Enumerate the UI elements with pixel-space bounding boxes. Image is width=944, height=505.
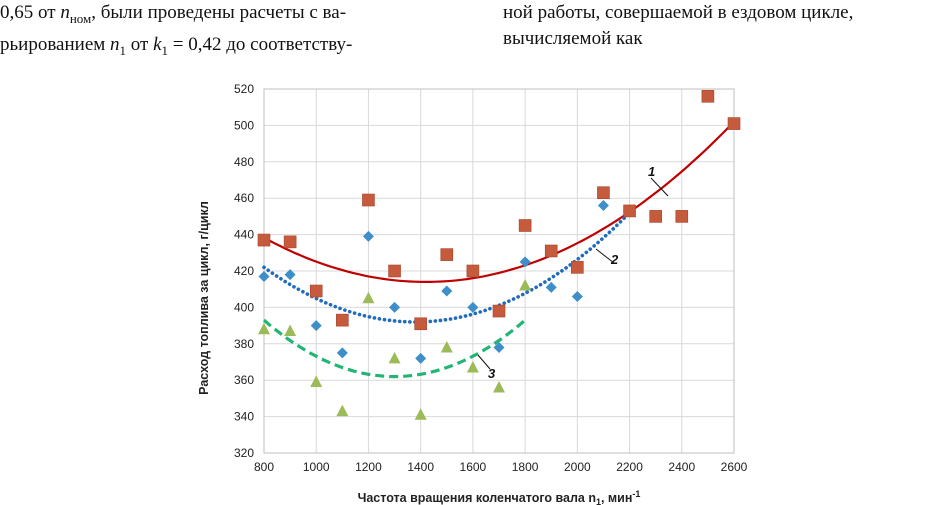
x-tick-label: 1600 [460, 460, 487, 474]
x-axis-title: Частота вращения коленчатого вала n1, ми… [358, 489, 641, 505]
x-tick-label: 2600 [721, 460, 748, 474]
series-3-point [310, 375, 323, 388]
chart-axes: 800 1000 1200 1400 1600 1800 2000 2200 2400 26003… [234, 82, 748, 474]
trendline-leader [477, 354, 491, 370]
trendline-leader [650, 177, 669, 197]
trendline-1 [263, 121, 735, 283]
series-3-point [414, 408, 427, 420]
trendline-label: 3 [488, 366, 496, 381]
series-3-point [362, 291, 375, 304]
x-tick-label: 800 [254, 460, 274, 474]
trendline-label: 2 [610, 252, 619, 267]
series-3-point [388, 351, 401, 364]
y-tick-label: 320 [234, 446, 254, 460]
series-1-point [701, 89, 715, 103]
series-1-point [518, 219, 532, 232]
series-1-point [649, 210, 662, 223]
y-axis-title: Расход топлива за цикл, г/цикл [197, 201, 211, 395]
series-1-point [623, 204, 636, 218]
y-tick-label: 360 [234, 373, 254, 387]
body-text-right-column: ной работы, совершаемой в ездовом цикле,… [503, 0, 944, 52]
series-1-point [440, 248, 454, 261]
series-1-point [283, 235, 297, 249]
text-line: 0,65 от nном, были проведены расчеты с в… [0, 2, 347, 26]
series-3-point [519, 279, 532, 291]
series-1-point [414, 317, 427, 331]
x-tick-label: 1000 [303, 460, 330, 474]
chart-trendlines [262, 121, 735, 379]
y-tick-label: 440 [234, 228, 254, 242]
y-tick-label: 500 [234, 118, 254, 132]
series-1-point [466, 264, 480, 278]
trendline-label: 1 [648, 164, 655, 179]
y-tick-label: 520 [234, 82, 254, 96]
y-tick-label: 340 [234, 410, 254, 424]
body-text-left-column: 0,65 от nном, были проведены расчеты с в… [0, 0, 440, 64]
chart-points [257, 89, 741, 420]
text-line: ной работы, совершаемой в ездовом цикле, [503, 2, 854, 23]
x-tick-label: 2400 [668, 460, 695, 474]
x-tick-label: 2200 [616, 460, 643, 474]
series-1-point [727, 117, 741, 130]
series-1-point [257, 233, 271, 247]
series-2-point [284, 269, 296, 281]
series-3-point [258, 322, 270, 335]
y-tick-label: 420 [234, 264, 254, 278]
series-1-point [675, 210, 689, 223]
series-2-point [336, 347, 348, 359]
text-line: вычисляемой как [503, 28, 643, 49]
series-2-point [519, 256, 531, 268]
y-tick-label: 480 [234, 155, 254, 169]
series-3-point [440, 340, 453, 353]
x-tick-label: 1200 [355, 460, 382, 474]
x-tick-label: 1800 [512, 460, 539, 474]
text-line: рьированием n1 от k1 = 0,42 до соответст… [0, 33, 353, 58]
series-2-point [415, 352, 427, 364]
series-1-point [388, 264, 401, 278]
series-1-point [597, 186, 610, 200]
series-2-point [467, 301, 479, 313]
series-2-point [389, 301, 401, 313]
trendline-leader [595, 248, 615, 264]
series-1-point [362, 193, 375, 207]
y-tick-label: 380 [234, 337, 254, 351]
series-1-point [336, 313, 349, 327]
series-2-point [493, 341, 505, 353]
series-3-point [336, 404, 349, 417]
series-1-point [571, 261, 584, 274]
y-tick-label: 400 [234, 300, 254, 314]
series-3-point [493, 380, 505, 393]
x-tick-label: 2000 [564, 460, 591, 474]
series-1-point [544, 244, 558, 258]
trendline-2 [262, 211, 632, 324]
series-2-point [258, 270, 270, 282]
series-2-point [362, 230, 374, 242]
series-2-point [597, 199, 609, 211]
series-2-point [545, 281, 557, 293]
series-2-point [441, 285, 453, 297]
series-3-point [466, 360, 479, 373]
chart-labels: 1 2 3 [477, 164, 669, 381]
x-tick-label: 1400 [407, 460, 434, 474]
y-tick-label: 460 [234, 191, 254, 205]
trendline-3 [262, 318, 527, 379]
series-3-point [284, 324, 297, 337]
chart-grid [263, 88, 735, 454]
series-2-point [571, 290, 583, 302]
series-2-point [310, 320, 322, 332]
series-1-point [309, 284, 323, 298]
series-1-point [492, 304, 506, 318]
